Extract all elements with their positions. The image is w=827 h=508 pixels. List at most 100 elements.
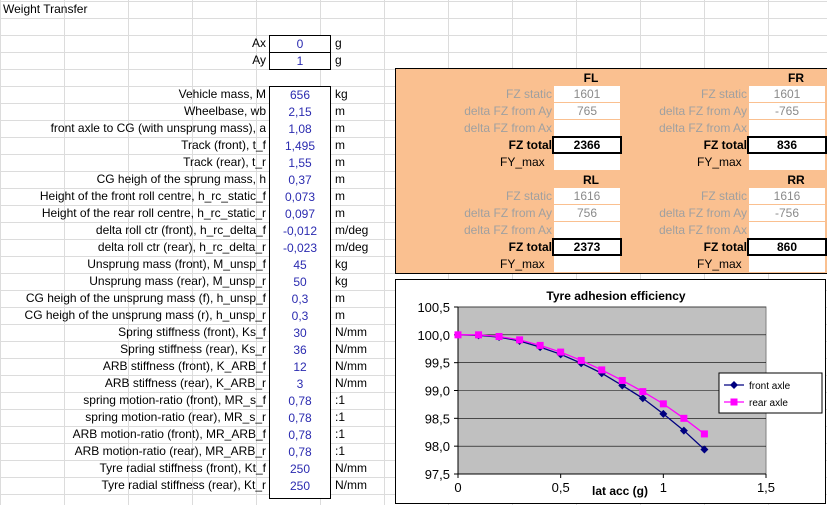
y-tick-label: 98,5 [425, 411, 450, 426]
data-point-rear [598, 366, 606, 374]
param-value[interactable]: 1,08 [288, 122, 312, 136]
rl-fz-static-value[interactable]: 1616 [554, 188, 620, 204]
wheel-header-fr: FR [788, 71, 804, 85]
param-value[interactable]: 0,37 [288, 173, 312, 187]
fl-dfz-ax-value[interactable] [554, 120, 620, 136]
param-unit: m/deg [335, 240, 369, 254]
fr-dfz-ay-label: delta FZ from Ay [659, 104, 747, 118]
param-value[interactable]: -0,012 [282, 224, 318, 238]
param-value[interactable]: 2,15 [288, 105, 312, 119]
param-value[interactable]: 0,097 [284, 207, 316, 221]
param-value[interactable]: 0,3 [291, 309, 309, 323]
param-unit: m [335, 138, 345, 152]
param-value[interactable]: 656 [289, 88, 311, 102]
param-value[interactable]: 30 [293, 326, 307, 340]
rl-fz-total-label: FZ total [508, 240, 552, 254]
param-unit: :1 [335, 427, 346, 441]
fl-dfz-ay-value[interactable]: 765 [554, 103, 620, 119]
rr-fy-max-value[interactable] [749, 256, 825, 272]
param-value[interactable]: 45 [293, 258, 307, 272]
param-value[interactable]: 3 [296, 377, 304, 391]
param-unit: m [335, 206, 345, 220]
param-value[interactable]: -0,023 [282, 241, 318, 255]
data-point-rear [454, 331, 462, 339]
param-value[interactable]: 1,495 [284, 139, 316, 153]
rr-dfz-ax-value[interactable] [749, 222, 825, 238]
rl-fz-total-value[interactable]: 2373 [552, 238, 622, 256]
fr-dfz-ay-value[interactable]: -765 [749, 103, 825, 119]
tyre-adhesion-chart: Tyre adhesion efficiency 97,5 98,0 98,5 99,… [417, 289, 823, 498]
fr-fz-total-value[interactable]: 836 [747, 136, 827, 154]
param-unit: N/mm [335, 325, 367, 339]
rl-dfz-ax-value[interactable] [554, 222, 620, 238]
fl-fz-total-value[interactable]: 2366 [552, 136, 622, 154]
param-unit: N/mm [335, 376, 367, 390]
param-unit: N/mm [335, 478, 367, 492]
param-unit: m [335, 121, 345, 135]
param-value[interactable]: 0,78 [288, 445, 312, 459]
fl-dfz-ax-label: delta FZ from Ax [463, 121, 552, 135]
rr-fz-static-value[interactable]: 1616 [749, 188, 825, 204]
param-label: front axle to CG (with unsprung mass), a [50, 121, 266, 135]
rl-dfz-ax-label: delta FZ from Ax [463, 223, 552, 237]
rr-fz-total-value[interactable]: 860 [747, 238, 827, 256]
param-value[interactable]: 250 [289, 462, 311, 476]
param-value[interactable]: 0,78 [288, 394, 312, 408]
rl-dfz-ay-value[interactable]: 756 [554, 205, 620, 221]
param-label: Track (front), t_f [181, 138, 266, 152]
chart-container[interactable]: Tyre adhesion efficiency 97,5 98,0 98,5 99,… [395, 279, 826, 504]
input-value-ay[interactable]: 1 [269, 52, 331, 70]
x-tick-label: 1,5 [757, 480, 775, 495]
sheet-title: Weight Transfer [3, 2, 88, 16]
param-label: Spring stiffness (rear), Ks_r [120, 342, 266, 356]
param-value[interactable]: 0,3 [291, 292, 309, 306]
fl-fz-total-label: FZ total [508, 138, 552, 152]
param-label: Unsprung mass (rear), M_unsp_r [89, 274, 266, 288]
param-value[interactable]: 0,78 [288, 411, 312, 425]
data-point-rear [680, 414, 688, 422]
fl-fy-max-value[interactable] [554, 154, 620, 170]
legend-label: rear axle [749, 398, 788, 409]
param-unit: m [335, 291, 345, 305]
param-label: Track (rear), t_r [183, 155, 266, 169]
param-value[interactable]: 50 [293, 275, 307, 289]
fl-fy-max-label: FY_max [500, 155, 545, 169]
param-value[interactable]: 0,073 [284, 190, 316, 204]
data-point-front [638, 394, 647, 403]
param-label: ARB stiffness (rear), K_ARB_r [104, 376, 266, 390]
fr-fz-static-value[interactable]: 1601 [749, 86, 825, 102]
param-label: CG heigh of the unsprung mass (r), h_uns… [24, 308, 266, 322]
rr-dfz-ay-label: delta FZ from Ay [659, 206, 747, 220]
param-value[interactable]: 250 [289, 479, 311, 493]
rr-dfz-ay-value[interactable]: -756 [749, 205, 825, 221]
y-tick-label: 97,5 [425, 467, 450, 482]
rl-fy-max-value[interactable] [554, 256, 620, 272]
param-label: Unsprung mass (front), M_unsp_f [87, 257, 266, 271]
param-unit: m [335, 172, 345, 186]
fl-dfz-ay-label: delta FZ from Ay [464, 104, 552, 118]
param-value[interactable]: 36 [293, 343, 307, 357]
param-unit: :1 [335, 444, 346, 458]
param-label: ARB stiffness (front), K_ARB_f [102, 359, 266, 373]
param-label: Height of the front roll centre, h_rc_st… [39, 189, 266, 203]
param-unit: kg [335, 87, 348, 101]
fl-fz-static-value[interactable]: 1601 [554, 86, 620, 102]
x-tick-label: 0 [454, 480, 461, 495]
fr-fy-max-value[interactable] [749, 154, 825, 170]
param-label: Vehicle mass, M [178, 87, 266, 101]
param-value[interactable]: 0,78 [288, 428, 312, 442]
rl-dfz-ay-label: delta FZ from Ay [464, 206, 552, 220]
param-value[interactable]: 12 [293, 360, 307, 374]
input-label-ax: Ax [251, 36, 266, 50]
param-label: spring motion-ratio (rear), MR_s_r [85, 410, 266, 424]
fr-dfz-ax-value[interactable] [749, 120, 825, 136]
input-value-ax[interactable]: 0 [269, 35, 331, 53]
x-tick-label: 0,5 [552, 480, 570, 495]
param-label: ARB motion-ratio (front), MR_ARB_f [72, 427, 266, 441]
param-label: Height of the rear roll centre, h_rc_sta… [41, 206, 266, 220]
rl-fy-max-label: FY_max [500, 257, 545, 271]
param-value[interactable]: 1,55 [288, 156, 312, 170]
legend-marker [730, 398, 738, 406]
x-axis-label: lat acc (g) [592, 484, 648, 498]
data-point-rear [557, 348, 565, 356]
